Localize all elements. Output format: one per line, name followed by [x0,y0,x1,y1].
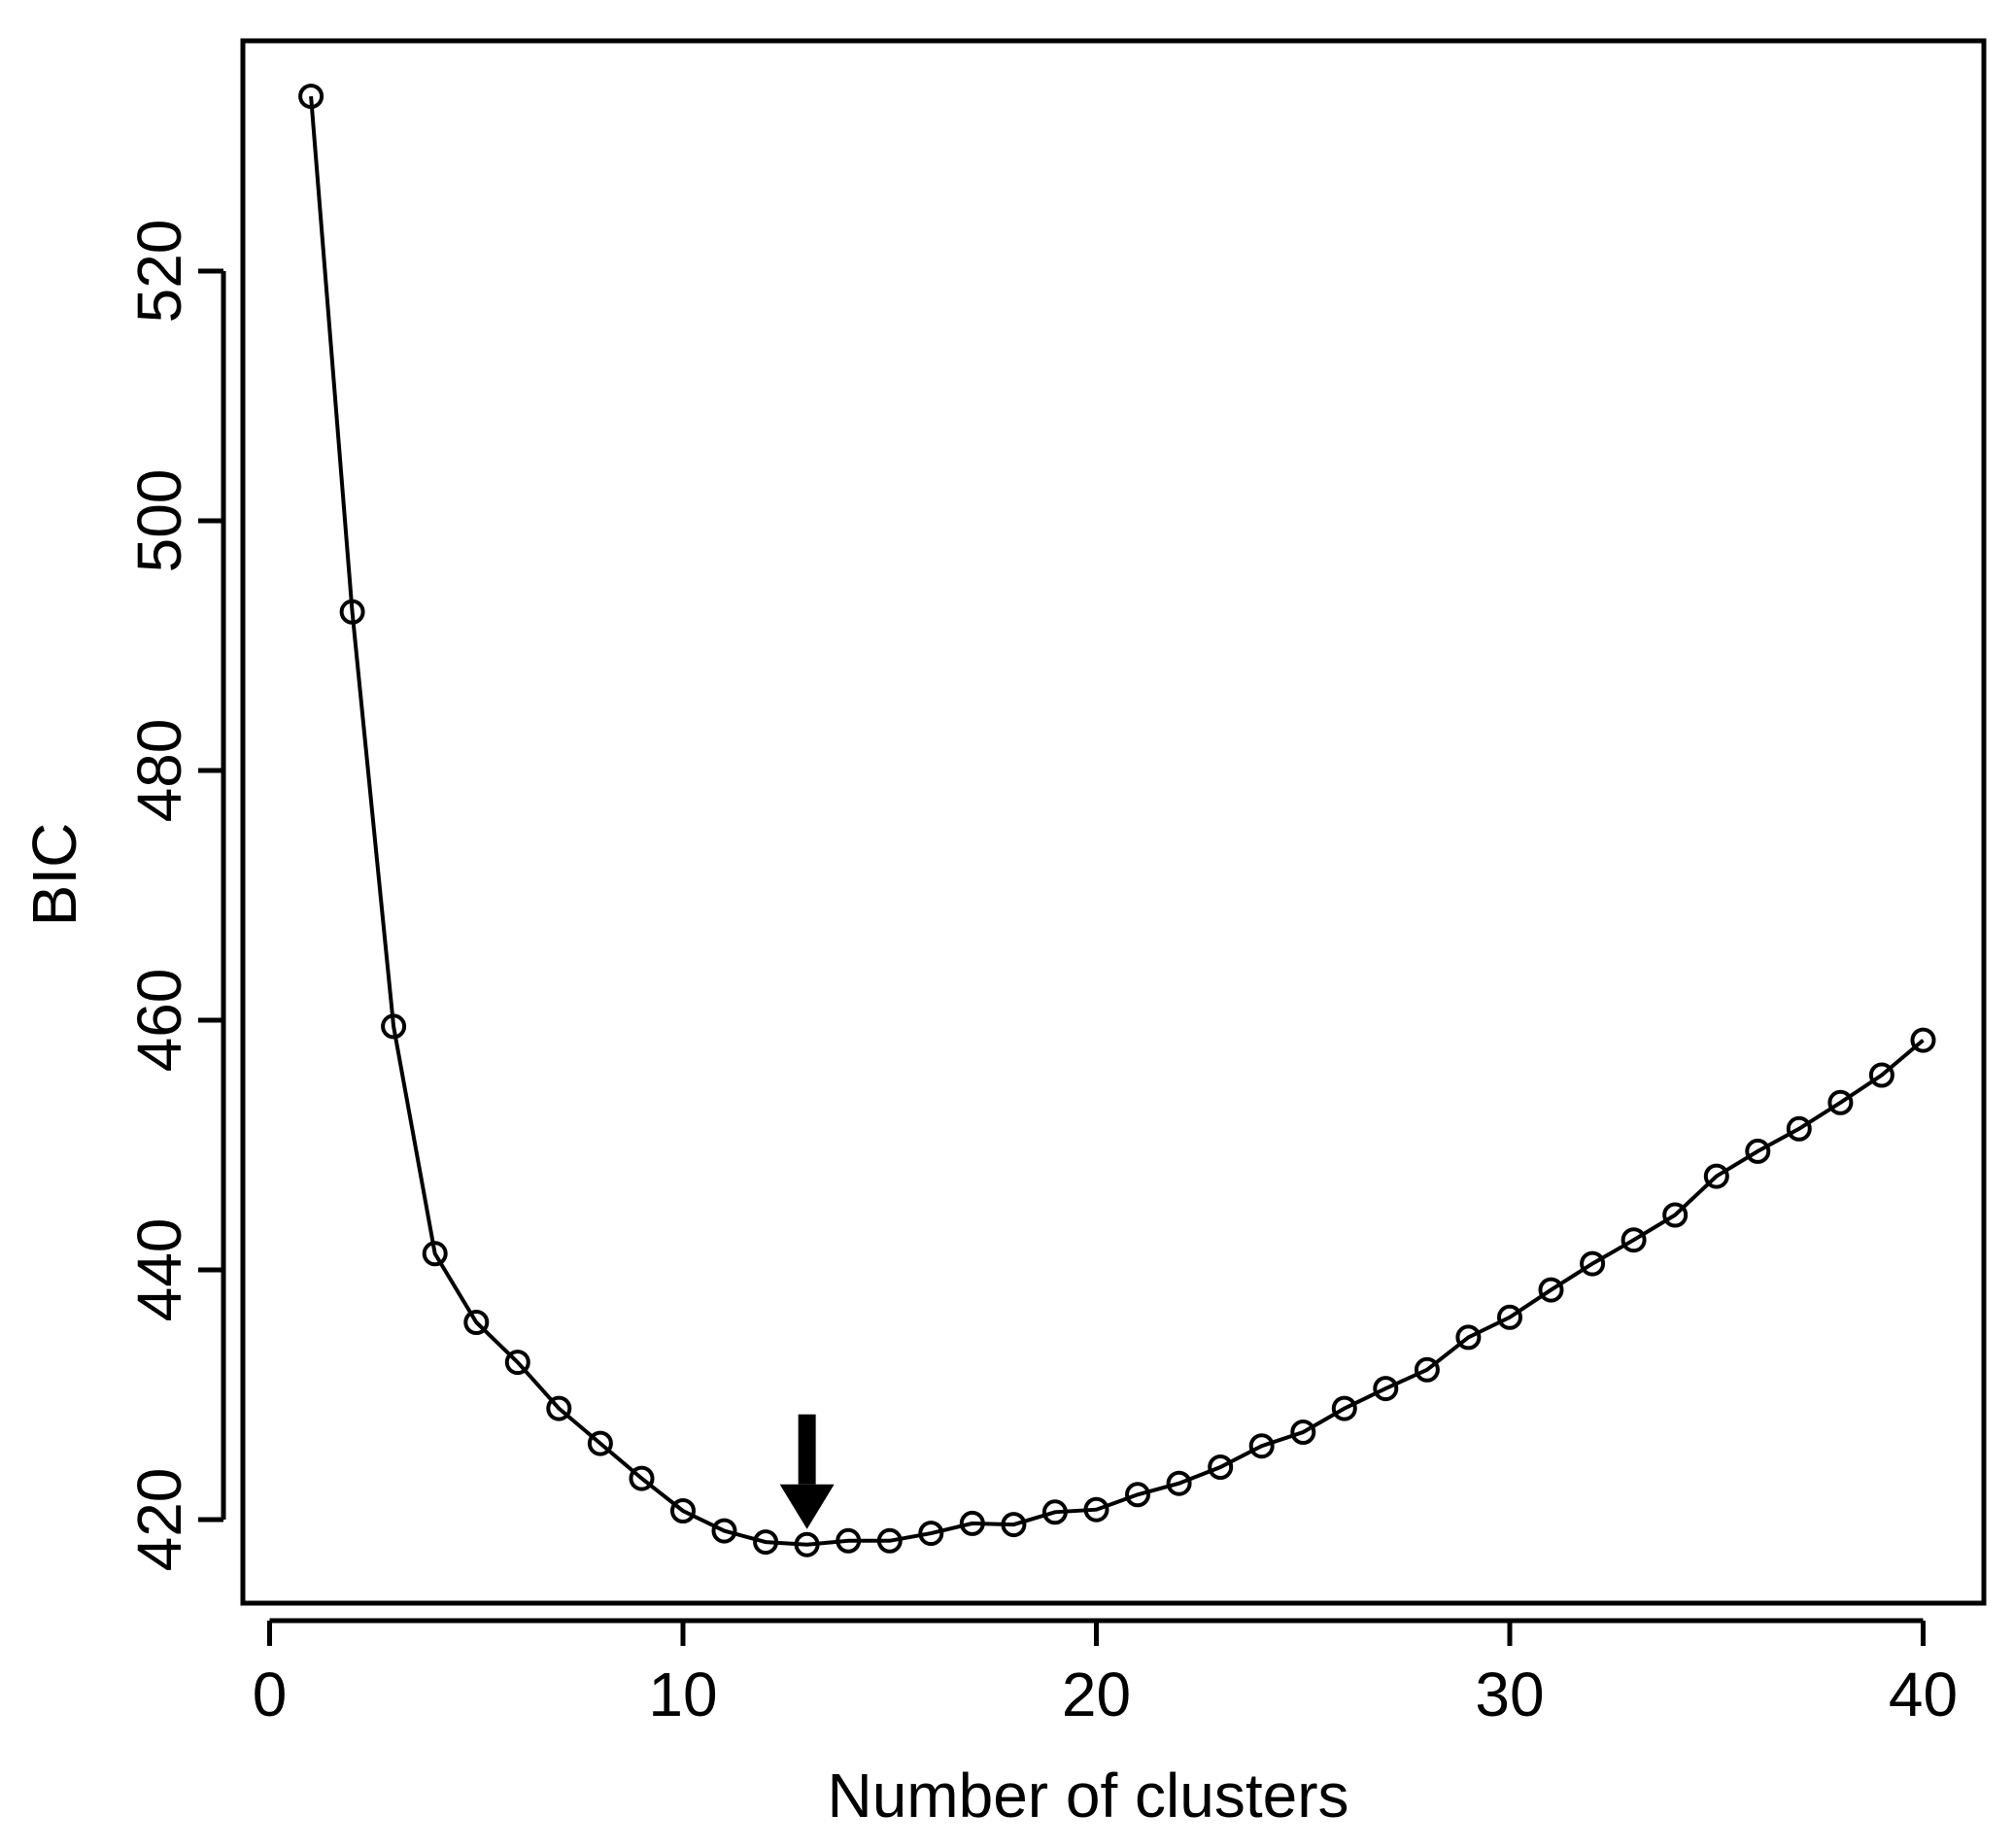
data-point [711,1518,737,1544]
data-point [670,1498,696,1523]
data-point [422,1241,448,1267]
y-tick-label: 500 [124,469,194,573]
data-point [1662,1202,1689,1228]
y-tick-label: 480 [124,719,194,823]
data-point [1373,1376,1399,1402]
data-point [463,1310,490,1335]
data-point [1497,1304,1522,1330]
data-point [1083,1496,1109,1523]
y-tick-label: 440 [124,1218,194,1322]
x-axis-title: Number of clusters [827,1761,1348,1831]
minimum-arrow [779,1414,835,1529]
data-point [1208,1454,1234,1480]
data-point [546,1395,572,1421]
x-tick-label: 0 [253,1660,288,1729]
annotation-layer [779,1414,835,1529]
data-point [1125,1482,1150,1508]
data-point [298,84,324,110]
data-point [918,1521,944,1547]
x-tick-label: 10 [648,1660,717,1729]
bic-series-line [309,95,1925,1547]
data-point [1910,1027,1936,1053]
x-tick-label: 20 [1062,1660,1131,1729]
data-point [1538,1277,1564,1303]
series-layer [298,84,1936,1557]
data-point [876,1527,903,1554]
data-point [587,1430,613,1456]
data-point [753,1529,779,1556]
data-point [1786,1115,1812,1142]
y-axis-title: BIC [19,823,89,927]
x-tick-label: 40 [1889,1660,1958,1729]
data-point [836,1527,862,1554]
data-point [794,1531,820,1557]
data-point [959,1510,985,1536]
data-point [1414,1356,1440,1383]
data-point [1745,1138,1771,1164]
data-point [1703,1163,1729,1189]
arrow-shaft [798,1414,816,1485]
data-point [1827,1089,1854,1115]
data-point [1001,1512,1027,1538]
data-point [339,599,365,625]
x-tick-label: 30 [1475,1660,1544,1729]
arrow-head [779,1484,835,1529]
data-point [381,1013,407,1040]
y-tick-label: 520 [124,220,194,324]
y-tick-label: 420 [124,1468,194,1572]
plot-frame [240,38,1987,1606]
data-point [1868,1062,1894,1088]
data-point [1621,1227,1647,1253]
data-point [629,1465,655,1491]
data-point [1455,1324,1482,1351]
data-point [1331,1395,1357,1421]
data-point [1248,1433,1275,1459]
data-point [1290,1420,1316,1445]
y-tick-label: 460 [124,969,194,1073]
data-point [1166,1470,1192,1496]
data-point [1580,1250,1606,1277]
data-point [1041,1499,1068,1525]
x-axis: 0 10 20 30 40 [253,1618,1958,1729]
y-axis: 420 440 460 480 500 520 [124,220,226,1572]
data-point [504,1350,530,1376]
